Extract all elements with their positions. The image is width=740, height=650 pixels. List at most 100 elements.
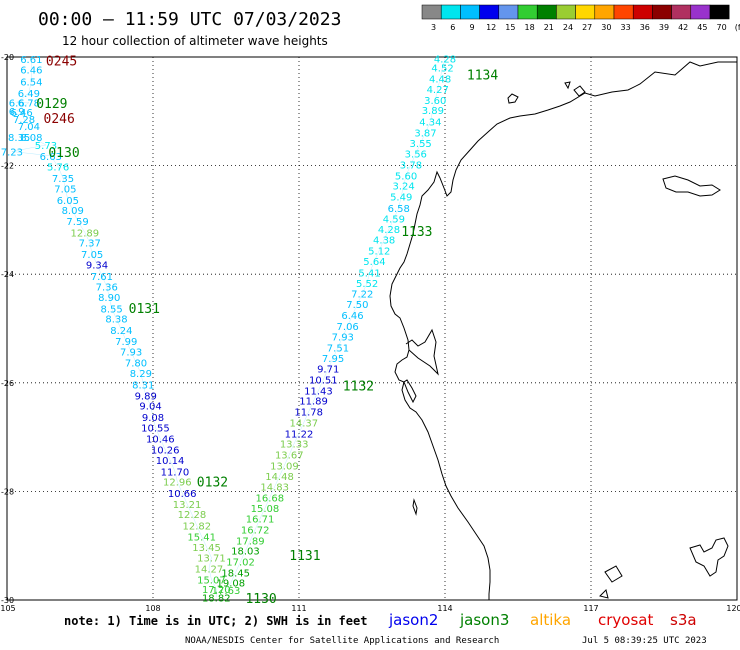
- swh-value: 10.14: [156, 456, 185, 467]
- swh-value: 19.08: [217, 579, 246, 590]
- swh-value: 9.71: [317, 365, 339, 376]
- pass-time-label: 1130: [245, 592, 276, 607]
- swh-value: 11.43: [304, 386, 333, 397]
- pass-time-label: 1134: [467, 68, 498, 83]
- swh-value: 7.93: [332, 333, 354, 344]
- colorbar-swatch: [594, 4, 615, 20]
- swh-value: 7.36: [96, 283, 118, 294]
- swh-value: 14.83: [260, 483, 289, 494]
- swh-value: 14.37: [290, 418, 319, 429]
- colorbar-swatch: [556, 4, 576, 20]
- wave-height-values: 6.616.466.546.496.66.786.96.467.287.048.…: [1, 55, 456, 605]
- swh-value: 5.41: [358, 269, 380, 280]
- satellite-legend: jason2 jason3 altika cryosat s3a: [388, 611, 697, 629]
- swh-value: 14.48: [265, 472, 294, 483]
- swh-value: 5.76: [47, 163, 69, 174]
- swh-value: 7.50: [346, 300, 368, 311]
- colorbar-label: 70: [717, 23, 727, 32]
- swh-value: 12.28: [178, 510, 207, 521]
- swh-value: 12.89: [71, 228, 100, 239]
- swh-value: 3.89: [422, 106, 444, 117]
- swh-value: 11.70: [161, 467, 190, 478]
- swh-value: 5.60: [395, 171, 417, 182]
- colorbar-label: 30: [601, 23, 611, 32]
- swh-value: 11.22: [285, 429, 314, 440]
- swh-value: 10.51: [309, 376, 338, 387]
- swh-value: 17.20: [202, 585, 231, 596]
- swh-value: 13.71: [197, 554, 226, 565]
- swh-value: 7.95: [322, 354, 344, 365]
- swh-value: 3.87: [414, 128, 436, 139]
- swh-value: 8.38: [105, 315, 127, 326]
- colorbar-swatch: [690, 4, 711, 20]
- coastline-barrow-island: [507, 93, 519, 104]
- swh-value: 4.59: [383, 214, 405, 225]
- swh-value: 6.49: [18, 89, 40, 100]
- swh-value: 7.35: [52, 174, 74, 185]
- colorbar-swatch: [632, 4, 653, 20]
- swh-value: 7.05: [81, 250, 103, 261]
- coastline-lake-south: [599, 589, 609, 599]
- coastline-dirk-hartog-island: [403, 379, 417, 404]
- swh-value: 18.82: [202, 593, 231, 604]
- colorbar-swatch: [479, 4, 500, 20]
- longitude-tick-label: 120: [726, 604, 740, 613]
- colorbar-swatch: [613, 4, 634, 20]
- swh-value: 14.27: [195, 565, 224, 576]
- map-subtitle: 12 hour collection of altimeter wave hei…: [62, 34, 328, 48]
- swh-value: 6.61: [20, 55, 42, 66]
- swh-value: 17.89: [236, 536, 265, 547]
- satellite-legend-cryosat: cryosat: [598, 611, 653, 629]
- swh-value: 7.22: [351, 290, 373, 301]
- longitude-tick-label: 108: [145, 604, 160, 613]
- swh-value: 16.71: [246, 515, 275, 526]
- latitude-tick-label: -30: [1, 596, 14, 605]
- colorbar-label: 45: [697, 23, 707, 32]
- swh-value: 7.51: [327, 344, 349, 355]
- colorbar-label: 18: [525, 23, 535, 32]
- longitude-tick-label: 105: [0, 604, 15, 613]
- swh-value: 5.64: [363, 257, 385, 268]
- axis-tick-labels: 105 108 111 114 117 120 -20 -22 -24 -26 -28 -30: [0, 53, 740, 613]
- colorbar-swatch: [671, 4, 692, 20]
- longitude-tick-label: 117: [583, 604, 598, 613]
- swh-value: 10.26: [151, 446, 180, 457]
- swh-value: 16.72: [241, 525, 270, 536]
- colorbar-swatch: [709, 4, 730, 20]
- swh-value: 8.35: [8, 133, 30, 144]
- colorbar-label: 42: [678, 23, 688, 32]
- swh-value: 13.09: [270, 461, 299, 472]
- swh-value: 9.04: [139, 402, 161, 413]
- coastline-inland-lake-east: [662, 175, 721, 197]
- latitude-tick-label: -22: [1, 162, 14, 171]
- swh-value: 6.78: [18, 99, 40, 110]
- swh-value: 15.41: [187, 532, 216, 543]
- pass-time-label: 0130: [48, 146, 79, 161]
- swh-value: 5.73: [35, 141, 57, 152]
- swh-value: 4.48: [429, 75, 451, 86]
- swh-value: 7.23: [1, 147, 23, 158]
- swh-value: 6.63: [40, 152, 62, 163]
- swh-value: 4.38: [373, 235, 395, 246]
- pass-time-label: 0129: [36, 97, 67, 112]
- swh-value: 7.06: [337, 322, 359, 333]
- swh-value: 7.37: [79, 239, 101, 250]
- latitude-tick-label: -26: [1, 379, 14, 388]
- swh-value: 6.58: [388, 204, 410, 215]
- credit-timestamp: Jul 5 08:39:25 UTC 2023: [582, 636, 707, 646]
- swh-value: 8.31: [132, 380, 154, 391]
- swh-value: 7.80: [125, 359, 147, 370]
- swh-value: 9.34: [86, 260, 108, 271]
- swh-value: 11.89: [299, 397, 328, 408]
- pass-time-label: 0245: [46, 54, 77, 69]
- colorbar-label: 36: [640, 23, 650, 32]
- colorbar-label: 33: [621, 23, 631, 32]
- swh-value: 10.55: [141, 423, 170, 434]
- coastline-mainland: [389, 61, 737, 600]
- longitude-tick-label: 111: [291, 604, 306, 613]
- colorbar-swatch: [421, 4, 442, 20]
- swh-value: 3.24: [393, 182, 415, 193]
- footer-note: note: 1) Time is in UTC; 2) SWH is in fe…: [64, 614, 367, 628]
- pass-time-label: 0246: [44, 112, 75, 127]
- coastline-houtman-abrolhos: [412, 498, 418, 516]
